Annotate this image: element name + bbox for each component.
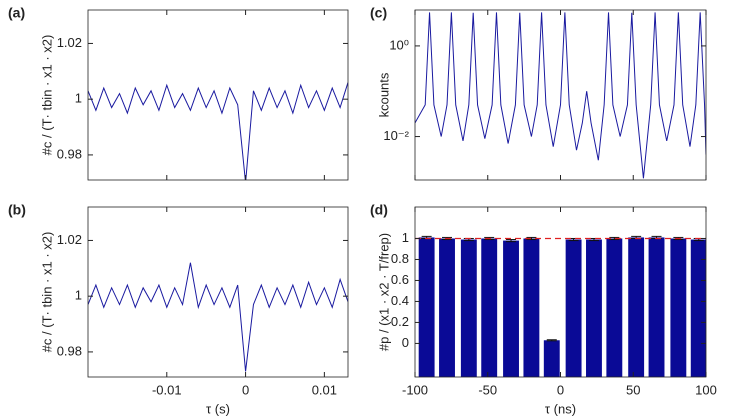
y-tick-label: 0.98 [57, 343, 82, 358]
panel-label: (c) [370, 5, 387, 21]
y-axis-label: kcounts [376, 72, 391, 117]
x-tick-label: 0.01 [312, 382, 337, 397]
bar [523, 238, 540, 377]
axes-frame [414, 206, 707, 378]
y-tick-label: 0.2 [391, 314, 409, 329]
y-tick-label: 0.98 [57, 146, 82, 161]
x-tick-label: 0 [242, 382, 249, 397]
y-tick-label: 10⁻² [383, 128, 409, 143]
plot-area [415, 235, 706, 377]
plot-area [415, 12, 706, 179]
bar [503, 240, 519, 377]
panel-label: (d) [370, 202, 388, 218]
data-line [88, 82, 348, 180]
y-tick-label: 1 [75, 288, 82, 303]
bar [628, 237, 645, 377]
y-axis-label: #c / (T· tbin · x1 · x2) [39, 232, 54, 353]
axes-frame [87, 9, 349, 181]
bar [418, 237, 435, 377]
y-tick-label: 0.4 [391, 293, 409, 308]
bar [606, 238, 623, 377]
plot-area [88, 262, 348, 372]
bar [670, 238, 687, 377]
x-tick-label: -50 [478, 382, 497, 397]
y-tick-label: 1.02 [57, 232, 82, 247]
x-axis-label: τ (s) [206, 401, 230, 416]
x-tick-label: 0 [557, 382, 564, 397]
y-tick-label: 0.8 [391, 251, 409, 266]
y-tick-label: 1.02 [57, 35, 82, 50]
bar [565, 239, 582, 377]
panel-label: (a) [8, 5, 25, 21]
bar [481, 238, 498, 377]
y-axis-label: #c / (T· tbin · x1 · x2) [39, 35, 54, 156]
axes-frame [87, 206, 349, 378]
y-tick-label: 0.6 [391, 272, 409, 287]
bar [648, 237, 665, 377]
y-tick-label: 1 [402, 230, 409, 245]
bar [690, 239, 706, 377]
x-tick-label: 50 [626, 382, 640, 397]
y-tick-label: 0 [402, 335, 409, 350]
plot-area [88, 82, 348, 180]
x-tick-label: -0.01 [152, 382, 182, 397]
bar [439, 238, 455, 377]
bar [543, 340, 560, 377]
axes-frame [414, 9, 707, 181]
panel-label: (b) [8, 202, 26, 218]
y-axis-label: #p / (x1 · x2 · T/frep) [376, 233, 391, 351]
data-line [88, 262, 348, 372]
x-tick-label: 100 [695, 382, 717, 397]
y-tick-label: 1 [75, 91, 82, 106]
x-axis-label: τ (ns) [545, 401, 576, 416]
x-tick-label: -100 [402, 382, 428, 397]
bar [460, 239, 477, 377]
data-line [415, 12, 706, 179]
bar [586, 239, 602, 377]
y-tick-label: 10⁰ [389, 37, 409, 52]
